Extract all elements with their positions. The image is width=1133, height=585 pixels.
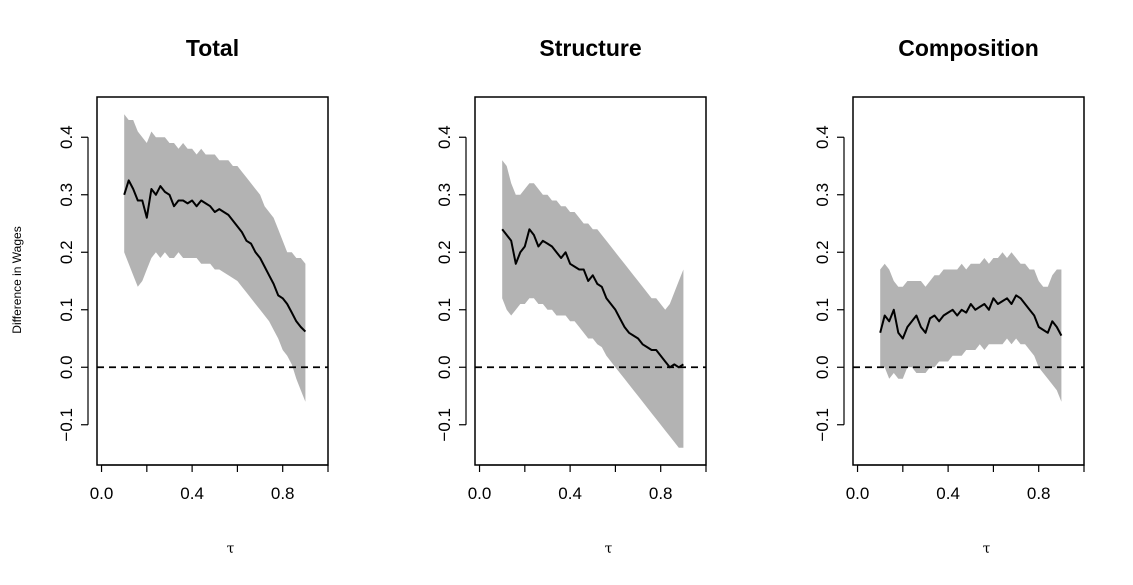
confidence-band xyxy=(880,252,1062,402)
estimate-line xyxy=(123,179,307,333)
x-axis-label: τ xyxy=(605,541,613,557)
y-tick-label: 0.0 xyxy=(435,355,454,379)
panel-composition: 0.0 0.4 0.8 −0.1 0.0 0.1 0.2 0.3 0.4 Composition τ xyxy=(813,35,1085,557)
panels: 0.0 0.4 0.8 −0.1 0.0 0.1 0.2 0.3 0.4 Total τ 0.0 0.4… xyxy=(57,35,1085,557)
x-tick-label: 0.0 xyxy=(90,484,114,503)
panel-title: Total xyxy=(186,35,239,61)
y-tick-label: 0.3 xyxy=(435,183,454,207)
y-tick-label: 0.2 xyxy=(435,240,454,264)
x-tick-label: 0.4 xyxy=(558,484,582,503)
x-tick-label: 0.4 xyxy=(180,484,204,503)
y-tick-label: −0.1 xyxy=(813,408,832,442)
y-tick-label: 0.3 xyxy=(813,183,832,207)
y-tick-label: 0.4 xyxy=(57,125,76,149)
y-tick-label: 0.1 xyxy=(57,298,76,322)
confidence-band xyxy=(502,160,684,448)
y-tick-label: 0.1 xyxy=(813,298,832,322)
x-tick-label: 0.0 xyxy=(846,484,870,503)
y-tick-label: 0.0 xyxy=(57,355,76,379)
panel-structure: 0.0 0.4 0.8 −0.1 0.0 0.1 0.2 0.3 0.4 Structure τ xyxy=(435,35,707,557)
panel-total: 0.0 0.4 0.8 −0.1 0.0 0.1 0.2 0.3 0.4 Total τ xyxy=(57,35,329,557)
y-tick-label: −0.1 xyxy=(57,408,76,442)
y-tick-label: 0.4 xyxy=(435,125,454,149)
x-axis-label: τ xyxy=(227,541,235,557)
x-tick-label: 0.4 xyxy=(936,484,960,503)
x-tick-label: 0.8 xyxy=(271,484,295,503)
y-axis-label: Difference in Wages xyxy=(10,226,24,333)
estimate-line xyxy=(501,228,684,369)
estimate-line xyxy=(879,294,1063,340)
y-tick-label: 0.1 xyxy=(435,298,454,322)
x-tick-label: 0.8 xyxy=(649,484,673,503)
y-tick-label: 0.2 xyxy=(813,240,832,264)
y-tick-label: 0.3 xyxy=(57,183,76,207)
confidence-band xyxy=(124,114,306,402)
y-tick-label: 0.0 xyxy=(813,355,832,379)
y-tick-label: 0.2 xyxy=(57,240,76,264)
panel-title: Structure xyxy=(539,35,641,61)
y-tick-label: 0.4 xyxy=(813,125,832,149)
x-axis-label: τ xyxy=(983,541,991,557)
x-tick-label: 0.0 xyxy=(468,484,492,503)
y-tick-label: −0.1 xyxy=(435,408,454,442)
panel-title: Composition xyxy=(898,35,1039,61)
x-tick-label: 0.8 xyxy=(1027,484,1051,503)
